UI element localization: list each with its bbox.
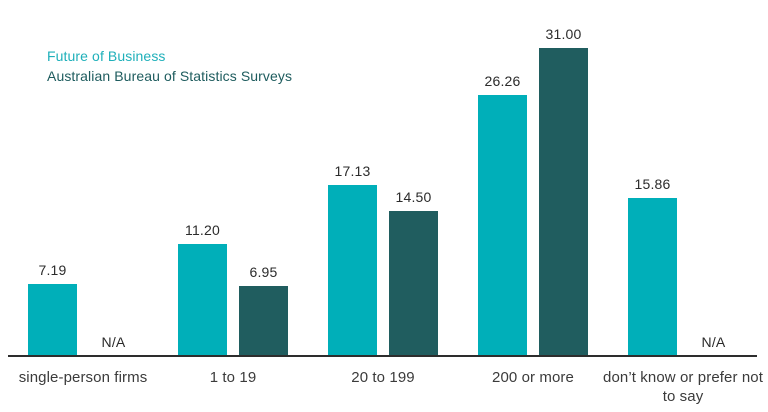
plot-area: 7.19 N/A single-person firms 11.20 6.95 1 to … [8,0,763,412]
bar-pair: 17.13 14.50 [328,0,438,355]
bar-pair: 11.20 6.95 [178,0,288,355]
bar-slot-future-of-business: 11.20 [178,222,227,355]
bar-future-of-business [178,244,227,355]
category-label: don’t know or prefer not to say [603,369,763,405]
value-label: 15.86 [634,176,671,192]
bar-slot-abs-surveys: 6.95 [239,264,288,355]
chart-group: 17.13 14.50 20 to 199 [308,0,458,406]
bar-slot-future-of-business: 15.86 [628,176,677,355]
chart-group: 15.86 N/A don’t know or prefer not to say [603,0,763,406]
value-label: 11.20 [185,222,220,239]
bar-abs-surveys [389,211,438,355]
category-label: 1 to 19 [209,369,257,386]
chart-groups: 7.19 N/A single-person firms 11.20 6.95 1 to … [8,0,763,406]
bar-future-of-business [328,185,377,355]
legend-entry-abs-surveys: Australian Bureau of Statistics Surveys [47,68,293,84]
bar-future-of-business [28,283,77,355]
bar-abs-surveys [239,286,288,355]
category-label: 20 to 199 [351,369,415,386]
na-value-label: N/A [101,334,126,350]
bar-slot-abs-surveys: 14.50 [389,189,438,355]
value-label: 7.19 [38,261,67,278]
na-value-label: N/A [701,334,726,350]
chart-legend: Future of Business Australian Bureau of … [47,46,292,86]
chart-group: 7.19 N/A single-person firms [8,0,158,406]
value-label: 26.26 [484,73,521,90]
value-label: 31.00 [545,26,582,43]
bar-abs-surveys [539,48,588,355]
bar-slot-future-of-business: 26.26 [478,73,527,355]
bar-future-of-business [628,198,677,355]
value-label: 17.13 [334,163,371,180]
bar-slot-future-of-business: 7.19 [28,262,77,355]
bar-slot-abs-surveys: N/A [89,334,138,355]
category-label: 200 or more [492,369,574,386]
bar-slot-future-of-business: 17.13 [328,163,377,355]
x-axis-line [8,355,757,357]
value-label: 14.50 [395,189,432,206]
bar-pair: 15.86 N/A [628,0,738,355]
bar-slot-abs-surveys: 31.00 [539,26,588,355]
bar-pair: 26.26 31.00 [478,0,588,355]
chart-group: 26.26 31.00 200 or more [458,0,608,406]
chart-group: 11.20 6.95 1 to 19 [158,0,308,406]
bar-slot-abs-surveys: N/A [689,334,738,355]
value-label: 6.95 [249,264,278,281]
category-label: single-person firms [18,369,148,386]
legend-entry-future-of-business: Future of Business [47,48,166,64]
bar-pair: 7.19 N/A [28,0,138,355]
bar-future-of-business [478,95,527,355]
